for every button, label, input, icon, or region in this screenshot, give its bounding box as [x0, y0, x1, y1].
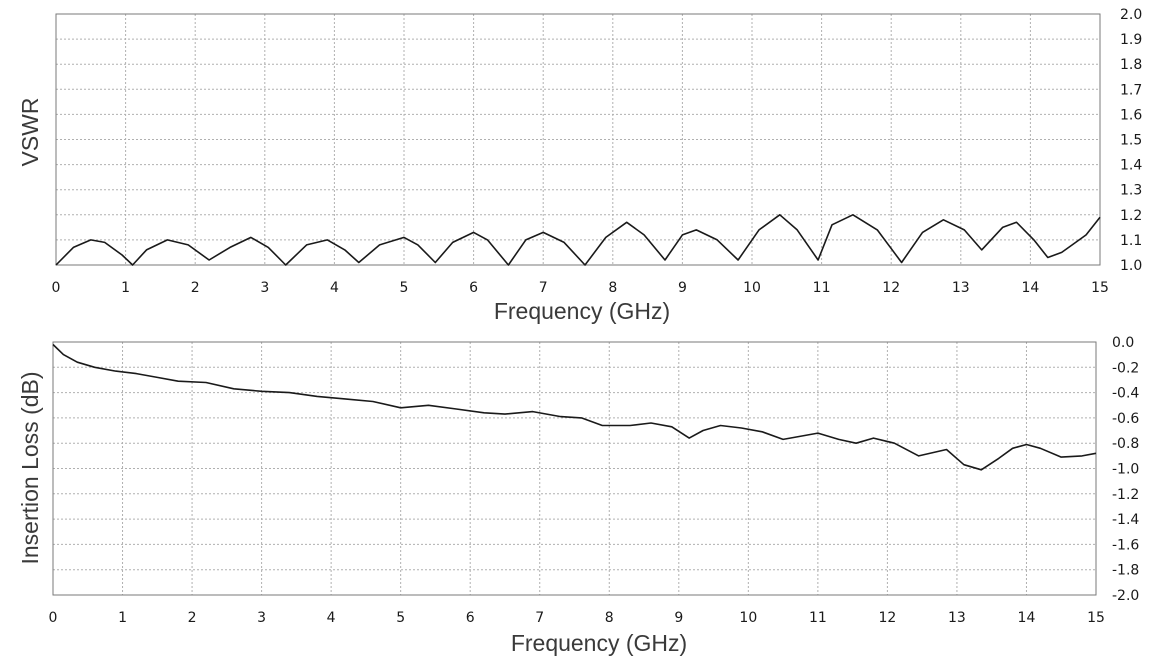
vswr-series-line — [55, 214, 1101, 266]
insertion-loss-x-tick-labels: 0 1 2 3 4 5 6 7 8 9 10 11 12 13 14 15 — [49, 610, 1105, 626]
insertion-loss-x-tick-label: 5 — [396, 610, 405, 626]
insertion-loss-y-tick-label: -0.8 — [1112, 436, 1139, 452]
insertion-loss-grid — [53, 342, 1096, 595]
insertion-loss-y-tick-label: -0.2 — [1112, 360, 1139, 376]
insertion-loss-x-tick-label: 11 — [809, 610, 827, 626]
insertion-loss-y-tick-label: -1.8 — [1112, 563, 1139, 579]
vswr-x-tick-label: 15 — [1091, 280, 1109, 296]
insertion-loss-x-tick-label: 9 — [674, 610, 683, 626]
insertion-loss-x-tick-label: 8 — [605, 610, 614, 626]
insertion-loss-series-line — [52, 343, 1097, 471]
vswr-x-axis-title: Frequency (GHz) — [494, 298, 670, 324]
vswr-x-tick-label: 0 — [52, 280, 61, 296]
insertion-loss-x-tick-label: 4 — [327, 610, 336, 626]
insertion-loss-x-axis-title: Frequency (GHz) — [511, 630, 687, 656]
vswr-x-tick-label: 13 — [952, 280, 970, 296]
vswr-x-tick-label: 4 — [330, 280, 339, 296]
insertion-loss-y-tick-label: -2.0 — [1112, 588, 1139, 604]
vswr-x-tick-label: 5 — [400, 280, 409, 296]
vswr-y-tick-label: 1.4 — [1120, 158, 1142, 174]
vswr-x-tick-label: 9 — [678, 280, 687, 296]
vswr-chart: 0 1 2 3 4 5 6 7 8 9 10 11 12 13 14 15 2.01.91.81.71.61.… — [17, 7, 1142, 324]
insertion-loss-y-tick-label: 0.0 — [1112, 335, 1134, 351]
insertion-loss-x-tick-label: 0 — [49, 610, 58, 626]
insertion-loss-y-axis-title: Insertion Loss (dB) — [17, 371, 43, 564]
vswr-x-tick-label: 3 — [260, 280, 269, 296]
vswr-x-tick-label: 1 — [121, 280, 130, 296]
insertion-loss-x-tick-label: 6 — [466, 610, 475, 626]
vswr-x-tick-label: 2 — [191, 280, 200, 296]
insertion-loss-x-tick-label: 15 — [1087, 610, 1105, 626]
vswr-y-tick-label: 1.1 — [1120, 233, 1142, 249]
vswr-plot-frame — [55, 13, 1101, 266]
insertion-loss-y-tick-label: -1.2 — [1112, 487, 1139, 503]
vswr-y-tick-label: 1.3 — [1120, 183, 1142, 199]
insertion-loss-y-tick-label: -0.6 — [1112, 411, 1139, 427]
vswr-y-tick-label: 1.7 — [1120, 82, 1142, 98]
insertion-loss-x-tick-label: 1 — [118, 610, 127, 626]
insertion-loss-x-tick-label: 14 — [1018, 610, 1036, 626]
vswr-x-tick-label: 14 — [1021, 280, 1039, 296]
vswr-y-tick-label: 1.6 — [1120, 107, 1142, 123]
vswr-y-tick-label: 1.9 — [1120, 32, 1142, 48]
insertion-loss-y-tick-label: -0.4 — [1112, 386, 1139, 402]
insertion-loss-x-tick-label: 10 — [739, 610, 757, 626]
vswr-grid — [56, 14, 1100, 265]
insertion-loss-x-tick-label: 12 — [878, 610, 896, 626]
vswr-y-tick-label: 1.5 — [1120, 133, 1142, 149]
vswr-x-tick-label: 11 — [813, 280, 831, 296]
vswr-x-tick-label: 12 — [882, 280, 900, 296]
vswr-x-tick-labels: 0 1 2 3 4 5 6 7 8 9 10 11 12 13 14 15 — [52, 280, 1109, 296]
vswr-y-axis-title: VSWR — [17, 98, 43, 167]
vswr-y-tick-label: 1.0 — [1120, 258, 1142, 274]
insertion-loss-x-tick-label: 13 — [948, 610, 966, 626]
insertion-loss-y-tick-label: -1.0 — [1112, 462, 1139, 478]
insertion-loss-y-tick-label: -1.6 — [1112, 537, 1139, 553]
insertion-loss-plot-frame — [52, 341, 1097, 596]
insertion-loss-x-tick-label: 3 — [257, 610, 266, 626]
vswr-x-tick-label: 8 — [608, 280, 617, 296]
vswr-x-tick-label: 10 — [743, 280, 761, 296]
vswr-y-tick-label: 1.8 — [1120, 57, 1142, 73]
vswr-y-tick-labels: 2.0 1.9 1.8 1.7 1.6 1.5 1.4 1.3 1.2 1.1 1.0 — [1120, 7, 1142, 274]
vswr-y-tick-label: 2.0 — [1120, 7, 1142, 23]
insertion-loss-x-tick-label: 7 — [535, 610, 544, 626]
insertion-loss-chart: 0 1 2 3 4 5 6 7 8 9 10 11 12 13 14 15 0.0-0.2-0.4-0.6-0… — [17, 335, 1139, 656]
vswr-x-tick-label: 6 — [469, 280, 478, 296]
insertion-loss-y-tick-label: -1.4 — [1112, 512, 1139, 528]
insertion-loss-y-tick-labels: 0.0 -0.2 -0.4 -0.6 -0.8 -1.0 -1.2 -1.4 -1.6 -1.8 -… — [1112, 335, 1139, 604]
vswr-y-tick-label: 1.2 — [1120, 208, 1142, 224]
vswr-x-tick-label: 7 — [539, 280, 548, 296]
insertion-loss-x-tick-label: 2 — [188, 610, 197, 626]
